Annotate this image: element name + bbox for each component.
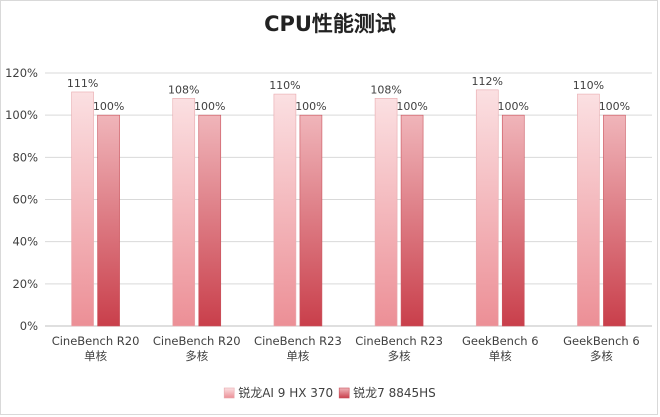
x-category-label: 多核 — [590, 349, 613, 363]
legend: 锐龙AI 9 HX 370 锐龙7 8845HS — [223, 386, 436, 400]
x-category-label: CineBench R20 — [153, 334, 241, 348]
bar-series-1 — [172, 98, 196, 327]
x-category-label: CineBench R23 — [355, 334, 443, 348]
x-category-label: GeekBench 6 — [563, 334, 640, 348]
gridlines — [45, 72, 652, 327]
legend-swatch — [338, 387, 350, 399]
y-tick-label: 120% — [5, 66, 38, 80]
x-category-label: 单核 — [84, 349, 107, 363]
y-tick-label: 100% — [5, 108, 38, 122]
chart-title: CPU性能测试 — [264, 12, 396, 36]
bar-series-2 — [501, 114, 525, 327]
x-category-label: 多核 — [388, 349, 411, 363]
x-category-label: 多核 — [185, 349, 208, 363]
legend-item-2: 锐龙7 8845HS — [338, 386, 436, 400]
data-label: 100% — [93, 100, 124, 113]
data-label: 111% — [67, 77, 98, 90]
data-label: 100% — [194, 100, 225, 113]
y-tick-label: 60% — [12, 193, 38, 207]
legend-label: 锐龙AI 9 HX 370 — [238, 386, 333, 400]
legend-item-1: 锐龙AI 9 HX 370 — [223, 386, 333, 400]
legend-label: 锐龙7 8845HS — [353, 386, 436, 400]
data-label: 100% — [498, 100, 529, 113]
bar-series-1 — [374, 98, 398, 327]
data-label: 100% — [599, 100, 630, 113]
legend-swatch — [223, 387, 235, 399]
bar-series-1 — [273, 93, 297, 327]
x-category-label: GeekBench 6 — [462, 334, 539, 348]
data-label: 110% — [573, 79, 604, 92]
y-tick-label: 20% — [12, 277, 38, 291]
x-category-label: 单核 — [286, 349, 309, 363]
data-label: 112% — [472, 75, 503, 88]
y-tick-label: 0% — [20, 319, 38, 333]
x-category-label: CineBench R20 — [52, 334, 140, 348]
data-labels: 111% 100% 108% 100% 110% 100% 108% 100% 112% 100%… — [67, 75, 630, 113]
bar-series-1 — [577, 93, 600, 327]
bar-series-2 — [603, 114, 626, 327]
bar-series-2 — [400, 114, 424, 327]
bar-series-1 — [71, 91, 94, 327]
bars — [71, 89, 626, 327]
bar-series-1 — [475, 89, 499, 327]
data-label: 108% — [370, 83, 401, 96]
data-label: 100% — [396, 100, 427, 113]
bar-series-2 — [198, 114, 222, 327]
x-category-label: CineBench R23 — [254, 334, 342, 348]
x-category-label: 单核 — [489, 349, 512, 363]
y-axis-ticks: 0% 20% 40% 60% 80% 100% 120% — [5, 66, 38, 333]
bar-series-2 — [299, 114, 323, 327]
data-label: 110% — [269, 79, 300, 92]
data-label: 108% — [168, 83, 199, 96]
y-tick-label: 40% — [12, 235, 38, 249]
data-label: 100% — [295, 100, 326, 113]
y-tick-label: 80% — [12, 150, 38, 164]
bar-series-2 — [97, 114, 120, 327]
